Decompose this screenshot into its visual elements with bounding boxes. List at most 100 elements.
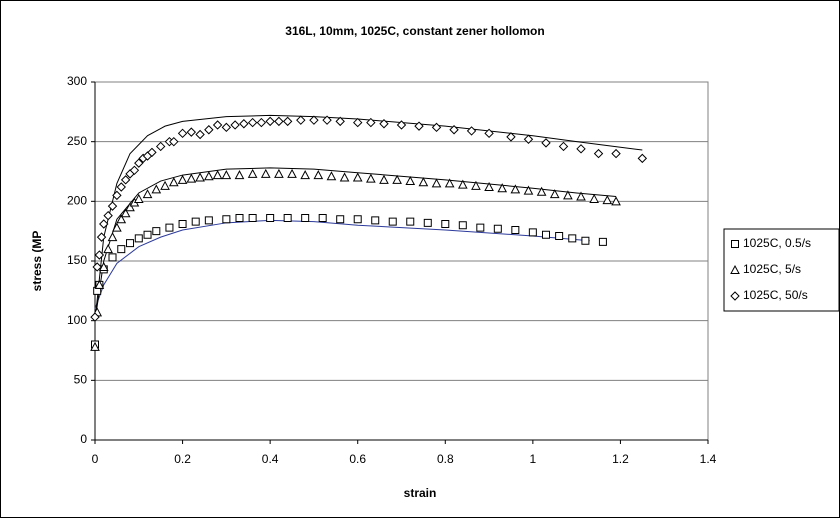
- marker: [484, 181, 494, 192]
- marker: [353, 215, 362, 224]
- marker: [335, 116, 345, 127]
- marker: [147, 147, 157, 158]
- marker: [120, 208, 131, 218]
- marker: [133, 193, 144, 203]
- marker: [134, 158, 144, 168]
- marker: [497, 183, 508, 193]
- marker: [371, 216, 380, 225]
- marker: [523, 185, 534, 195]
- marker: [125, 202, 135, 212]
- marker: [396, 120, 407, 130]
- marker: [94, 279, 105, 289]
- x-tick-label: 1.2: [612, 452, 629, 466]
- marker: [165, 223, 174, 232]
- marker: [177, 128, 188, 139]
- marker: [388, 217, 397, 226]
- marker: [155, 141, 166, 152]
- model-line: [94, 114, 643, 321]
- marker: [379, 119, 389, 129]
- marker: [239, 119, 249, 129]
- marker: [471, 180, 481, 190]
- marker: [731, 240, 739, 248]
- marker: [476, 223, 485, 232]
- x-tick-label: 0.4: [262, 452, 279, 466]
- y-axis-label: stress (MP: [30, 231, 44, 292]
- marker: [204, 216, 213, 225]
- marker: [152, 227, 161, 236]
- marker: [506, 132, 516, 142]
- marker: [204, 171, 214, 181]
- marker: [528, 228, 537, 237]
- marker: [222, 215, 231, 224]
- marker: [168, 177, 179, 187]
- marker: [602, 195, 613, 205]
- marker: [103, 210, 113, 221]
- marker: [221, 122, 232, 133]
- marker: [300, 170, 311, 180]
- model-line: [94, 167, 617, 321]
- y-tick-label: 100: [67, 313, 87, 327]
- x-tick-label: 1.4: [700, 452, 717, 466]
- marker: [318, 214, 327, 223]
- x-tick-label: 0: [92, 452, 99, 466]
- marker: [441, 220, 450, 229]
- marker: [336, 215, 345, 224]
- marker: [234, 170, 245, 180]
- marker: [142, 189, 153, 199]
- marker: [274, 116, 284, 127]
- marker: [287, 168, 297, 178]
- marker: [563, 190, 573, 200]
- marker: [589, 193, 599, 203]
- legend: [723, 228, 840, 312]
- marker: [117, 245, 126, 254]
- marker: [637, 153, 648, 164]
- y-tick-label: 300: [67, 74, 87, 88]
- marker: [444, 178, 455, 188]
- marker: [353, 117, 363, 128]
- y-tick-label: 250: [67, 134, 87, 148]
- marker: [112, 222, 122, 232]
- marker: [221, 170, 232, 180]
- marker: [593, 148, 604, 159]
- y-tick-label: 150: [67, 253, 87, 267]
- marker: [98, 261, 109, 271]
- marker: [423, 218, 432, 227]
- marker: [406, 217, 415, 226]
- marker: [510, 184, 521, 194]
- marker: [414, 121, 424, 131]
- marker: [96, 232, 107, 242]
- marker: [204, 125, 214, 135]
- marker: [392, 174, 402, 184]
- marker: [99, 219, 109, 229]
- marker: [322, 115, 332, 125]
- marker: [541, 230, 550, 239]
- marker: [283, 214, 292, 223]
- marker: [265, 116, 275, 127]
- marker: [581, 236, 590, 245]
- marker: [458, 221, 467, 230]
- marker: [116, 214, 127, 224]
- marker: [418, 177, 429, 187]
- marker: [576, 191, 586, 201]
- marker: [301, 214, 310, 223]
- marker: [177, 174, 188, 184]
- legend-label: 1025C, 50/s: [743, 288, 808, 302]
- marker: [247, 168, 258, 178]
- marker: [92, 262, 102, 272]
- marker: [536, 186, 547, 196]
- marker: [235, 214, 244, 223]
- legend-label: 1025C, 5/s: [743, 262, 801, 276]
- marker: [274, 168, 284, 178]
- marker: [431, 178, 442, 188]
- marker: [247, 117, 258, 128]
- x-axis-label: strain: [404, 486, 437, 500]
- y-tick-label: 200: [67, 194, 87, 208]
- marker: [730, 264, 740, 274]
- marker: [143, 230, 152, 239]
- marker: [484, 128, 494, 139]
- marker: [178, 220, 187, 229]
- marker: [212, 170, 223, 180]
- marker: [116, 182, 126, 192]
- marker: [266, 214, 275, 223]
- marker: [112, 190, 122, 201]
